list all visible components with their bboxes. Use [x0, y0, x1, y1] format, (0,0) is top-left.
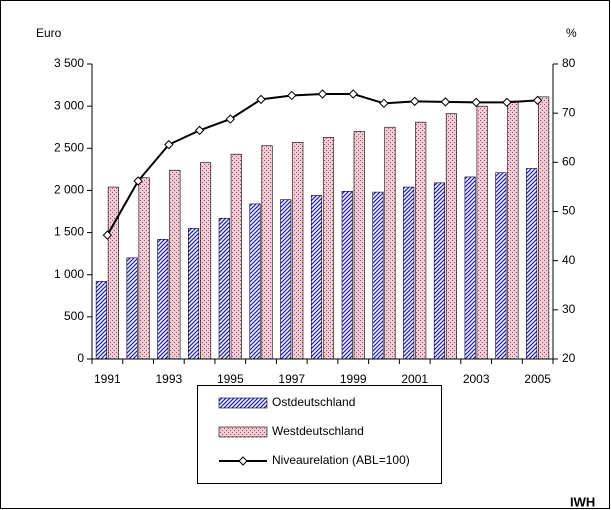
- y2-tick-label: 20: [562, 351, 576, 365]
- x-tick-label: 2001: [401, 372, 428, 386]
- line-marker: [409, 96, 420, 107]
- bar: [169, 169, 181, 360]
- y-axis-label: Euro: [36, 26, 62, 40]
- x-tick-label: 1991: [94, 372, 121, 386]
- bar: [341, 190, 353, 360]
- bar: [261, 145, 273, 360]
- bar: [138, 177, 150, 360]
- legend-swatch: [218, 397, 268, 409]
- line-marker: [317, 89, 328, 99]
- bar: [310, 195, 323, 360]
- legend-swatch: [218, 426, 268, 438]
- y-tick-label: 1 000: [54, 267, 84, 281]
- line-marker: [102, 230, 113, 240]
- x-tick-label: 1999: [340, 372, 367, 386]
- line-marker: [440, 97, 451, 107]
- bar: [292, 142, 304, 360]
- bar: [280, 199, 292, 360]
- y2-tick-label: 60: [562, 155, 576, 169]
- bar: [384, 126, 396, 360]
- legend-label: Ostdeutschland: [272, 395, 355, 409]
- source: IWH: [570, 494, 595, 509]
- bar: [433, 182, 445, 360]
- bar: [495, 172, 507, 360]
- line-marker: [471, 97, 481, 108]
- legend-label: Westdeutschland: [272, 424, 364, 438]
- x-tick-label: 1993: [155, 372, 182, 386]
- bar: [126, 257, 138, 360]
- bar: [188, 228, 200, 360]
- line-marker: [164, 139, 174, 150]
- bar: [476, 105, 488, 360]
- line-marker: [502, 97, 512, 108]
- y-tick-label: 0: [77, 351, 84, 365]
- y2-tick-label: 80: [562, 56, 576, 70]
- x-tick-label: 2005: [524, 372, 551, 386]
- y2-tick-label: 30: [562, 302, 576, 316]
- y-tick-label: 2 500: [54, 140, 84, 154]
- bar: [538, 96, 550, 360]
- bar: [200, 162, 212, 360]
- bar: [415, 121, 427, 360]
- y-tick-label: 2 000: [54, 183, 84, 197]
- line-marker: [287, 90, 297, 101]
- line-marker: [133, 176, 143, 186]
- line-marker: [256, 94, 266, 105]
- y2-tick-label: 50: [562, 204, 576, 218]
- x-tick-label: 1995: [217, 372, 244, 386]
- bar: [445, 113, 457, 360]
- bar: [526, 168, 538, 360]
- bar: [322, 137, 335, 360]
- bar: [249, 203, 261, 360]
- bar: [95, 281, 107, 360]
- bar: [157, 239, 169, 360]
- legend-label: Niveaurelation (ABL=100): [272, 453, 410, 467]
- bar: [464, 176, 476, 360]
- y-tick-label: 3 000: [54, 98, 84, 112]
- bar: [353, 131, 365, 360]
- line-marker: [194, 125, 205, 136]
- x-tick-label: 2003: [463, 372, 490, 386]
- line-marker: [348, 89, 358, 99]
- bar: [372, 191, 384, 360]
- bar: [507, 100, 519, 360]
- legend-marker: [238, 456, 248, 466]
- y-tick-label: 3 500: [54, 56, 84, 70]
- line-marker: [225, 114, 236, 124]
- y-tick-label: 1 500: [54, 225, 84, 239]
- bar: [107, 186, 119, 360]
- line-marker: [532, 95, 543, 106]
- bar: [230, 153, 242, 360]
- line-marker: [379, 98, 389, 109]
- y2-tick-label: 40: [562, 253, 576, 267]
- bar: [403, 186, 415, 360]
- y-tick-label: 500: [64, 309, 84, 323]
- x-tick-label: 1997: [278, 372, 305, 386]
- y2-axis-label: %: [566, 26, 577, 40]
- y2-tick-label: 70: [562, 105, 576, 119]
- bar: [218, 217, 230, 360]
